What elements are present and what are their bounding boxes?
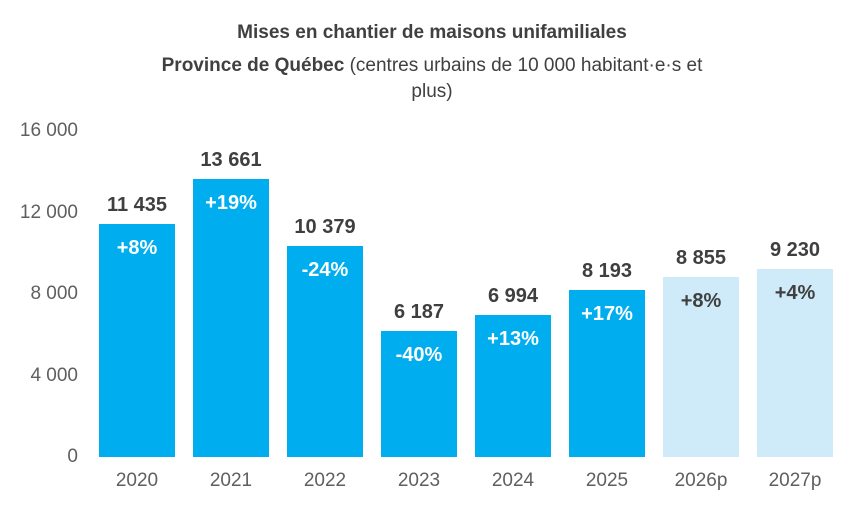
x-axis-label: 2022: [303, 470, 347, 491]
bar-pct-label: +13%: [487, 327, 539, 350]
y-axis-label: 4 000: [30, 364, 78, 386]
y-axis-label: 16 000: [19, 120, 78, 141]
chart-subtitle: Province de Québec (centres urbains de 1…: [0, 53, 864, 105]
bar-pct-label: +19%: [205, 191, 257, 214]
bar-group-2026p: 8 855 +8% 2026p: [654, 131, 748, 491]
bar-value-label: 9 230: [769, 238, 821, 261]
bar-value-label: 8 855: [675, 246, 727, 269]
bar-2022: 10 379 -24%: [287, 216, 363, 457]
bar-2025: 8 193 +17%: [569, 260, 645, 457]
bar-pct-label: -40%: [395, 343, 443, 366]
y-axis: 0 4 000 8 000 12 000 16 000: [0, 0, 78, 510]
bar-2023: 6 187 -40%: [381, 301, 457, 457]
bar-group-2027p: 9 230 +4% 2027p: [748, 131, 842, 491]
chart-subtitle-region: Province de Québec: [161, 55, 345, 76]
x-axis-label: 2021: [209, 470, 253, 491]
y-axis-label: 0: [67, 446, 78, 467]
y-axis-label: 12 000: [19, 201, 78, 223]
chart-subtitle-line2: plus): [411, 81, 453, 102]
bar-group-2023: 6 187 -40% 2023: [372, 131, 466, 491]
bar-group-2021: 13 661 +19% 2021: [184, 131, 278, 491]
bar-value-label: 8 193: [581, 260, 633, 283]
chart-subtitle-detail: (centres urbains de 10 000 habitant·e·s …: [344, 55, 703, 76]
bar-value-label: 10 379: [294, 215, 356, 238]
x-axis-label: 2027p: [768, 470, 822, 491]
bar-pct-label: +8%: [116, 237, 158, 260]
bar-pct-label: -24%: [301, 258, 349, 281]
x-axis-label: 2024: [491, 470, 535, 491]
bar-value-label: 11 435: [106, 194, 168, 217]
bar-group-2024: 6 994 +13% 2024: [466, 131, 560, 491]
bar-pct-label: +17%: [581, 303, 633, 326]
bar-value-label: 13 661: [200, 148, 262, 171]
bar-pct-label: +8%: [680, 289, 722, 312]
bar-2026p: 8 855 +8%: [663, 247, 739, 457]
chart-subtitle-line1: Province de Québec (centres urbains de 1…: [162, 55, 703, 76]
x-axis-label: 2020: [115, 470, 159, 491]
bar-pct-label: +4%: [774, 281, 816, 304]
y-axis-label: 8 000: [30, 283, 78, 304]
bar-value-label: 6 187: [393, 300, 445, 323]
chart-title: Mises en chantier de maisons unifamilial…: [237, 22, 627, 43]
plot-area: 11 435 +8% 2020 13 661 +19% 2021 10 379 -24% 202…: [90, 131, 842, 491]
bar-2021: 13 661 +19%: [193, 149, 269, 457]
x-axis-label: 2025: [585, 470, 629, 491]
x-axis-label: 2026p: [674, 470, 728, 491]
bar-value-label: 6 994: [487, 284, 539, 307]
bar-group-2020: 11 435 +8% 2020: [90, 131, 184, 491]
x-axis-label: 2023: [397, 470, 441, 491]
bar-group-2022: 10 379 -24% 2022: [278, 131, 372, 491]
bar-2027p: 9 230 +4%: [757, 239, 833, 457]
bar-2020: 11 435 +8%: [99, 194, 175, 457]
bar-group-2025: 8 193 +17% 2025: [560, 131, 654, 491]
bar-2024: 6 994 +13%: [475, 285, 551, 457]
